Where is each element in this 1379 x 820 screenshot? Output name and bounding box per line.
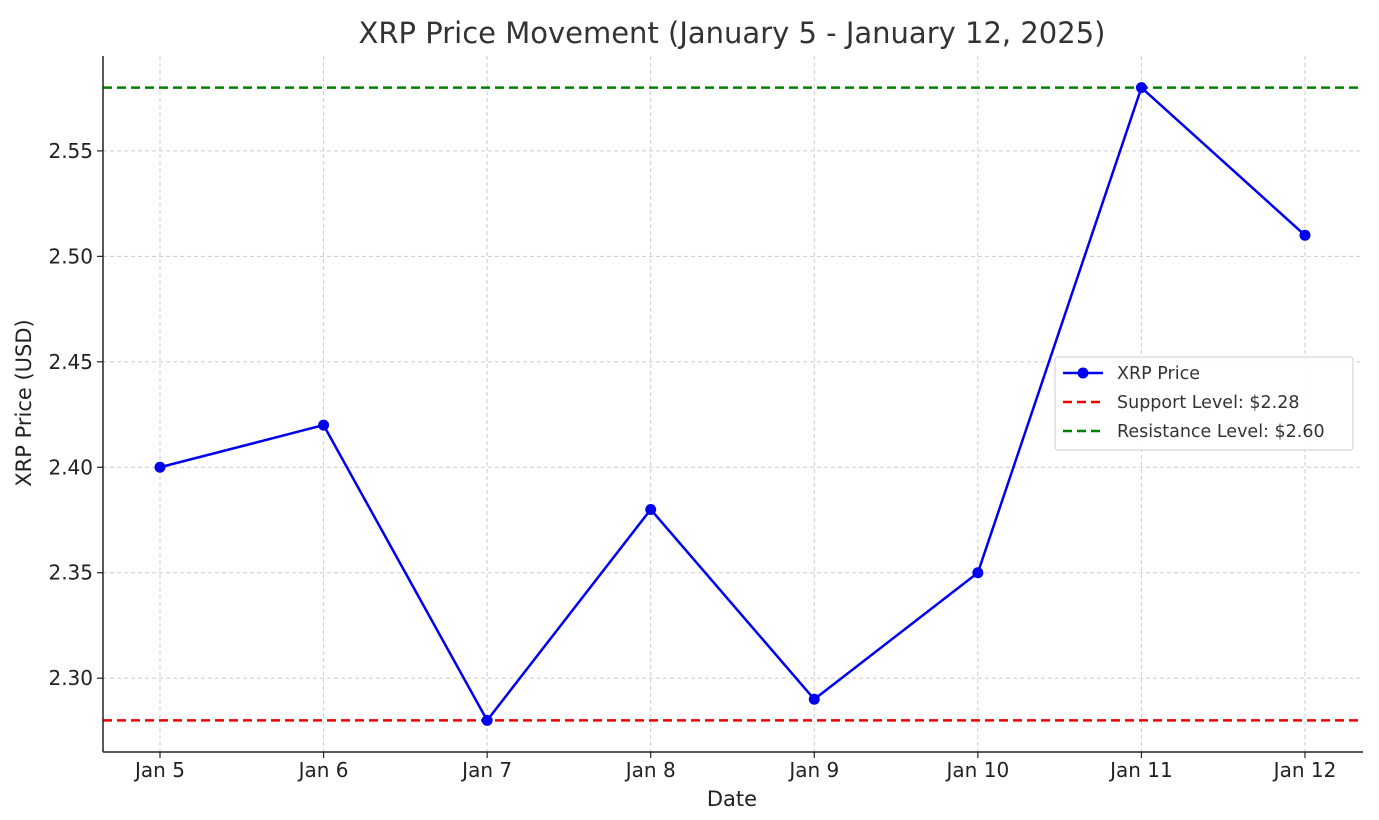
data-point [808, 693, 820, 705]
grid-layer [103, 56, 1363, 752]
data-point [1135, 82, 1147, 94]
legend-marker [1077, 367, 1089, 379]
y-tick-label: 2.35 [48, 561, 93, 585]
data-point [645, 503, 657, 515]
data-point [481, 714, 493, 726]
x-tick-label: Jan 11 [1108, 758, 1173, 782]
x-tick-label: Jan 12 [1272, 758, 1337, 782]
x-tick-label: Jan 8 [624, 758, 676, 782]
data-point [318, 419, 330, 431]
series-line [159, 86, 1306, 722]
y-tick-label: 2.50 [48, 244, 93, 268]
reference-lines [103, 86, 1363, 722]
x-tick-label: Jan 6 [297, 758, 349, 782]
y-axis-label: XRP Price (USD) [12, 319, 36, 486]
x-tick-label: Jan 9 [787, 758, 839, 782]
series-layer [154, 82, 1311, 726]
data-point [154, 461, 166, 473]
y-tick-label: 2.40 [48, 455, 93, 479]
x-ticks: Jan 5 Jan 6 Jan 7 Jan 8 Jan 9 Jan 10 Jan 11 Jan… [133, 758, 1336, 782]
data-point [1299, 229, 1311, 241]
data-point [972, 567, 984, 579]
chart-title: XRP Price Movement (January 5 - January … [359, 16, 1106, 50]
x-axis-label: Date [707, 787, 757, 811]
legend-box [1054, 356, 1354, 451]
axes [97, 56, 1363, 758]
y-tick-label: 2.55 [48, 139, 93, 163]
legend-label: XRP Price [1117, 364, 1200, 384]
legend: XRP Price Support Level: $2.28 Resistance … [1054, 356, 1354, 451]
y-ticks: 2.30 2.35 2.40 2.45 2.50 2.55 [48, 139, 93, 690]
legend-label: Support Level: $2.28 [1117, 393, 1300, 413]
x-tick-label: Jan 10 [945, 758, 1010, 782]
y-tick-label: 2.45 [48, 350, 93, 374]
x-tick-label: Jan 7 [460, 758, 512, 782]
x-tick-label: Jan 5 [133, 758, 185, 782]
legend-label: Resistance Level: $2.60 [1117, 422, 1325, 442]
y-tick-label: 2.30 [48, 666, 93, 690]
